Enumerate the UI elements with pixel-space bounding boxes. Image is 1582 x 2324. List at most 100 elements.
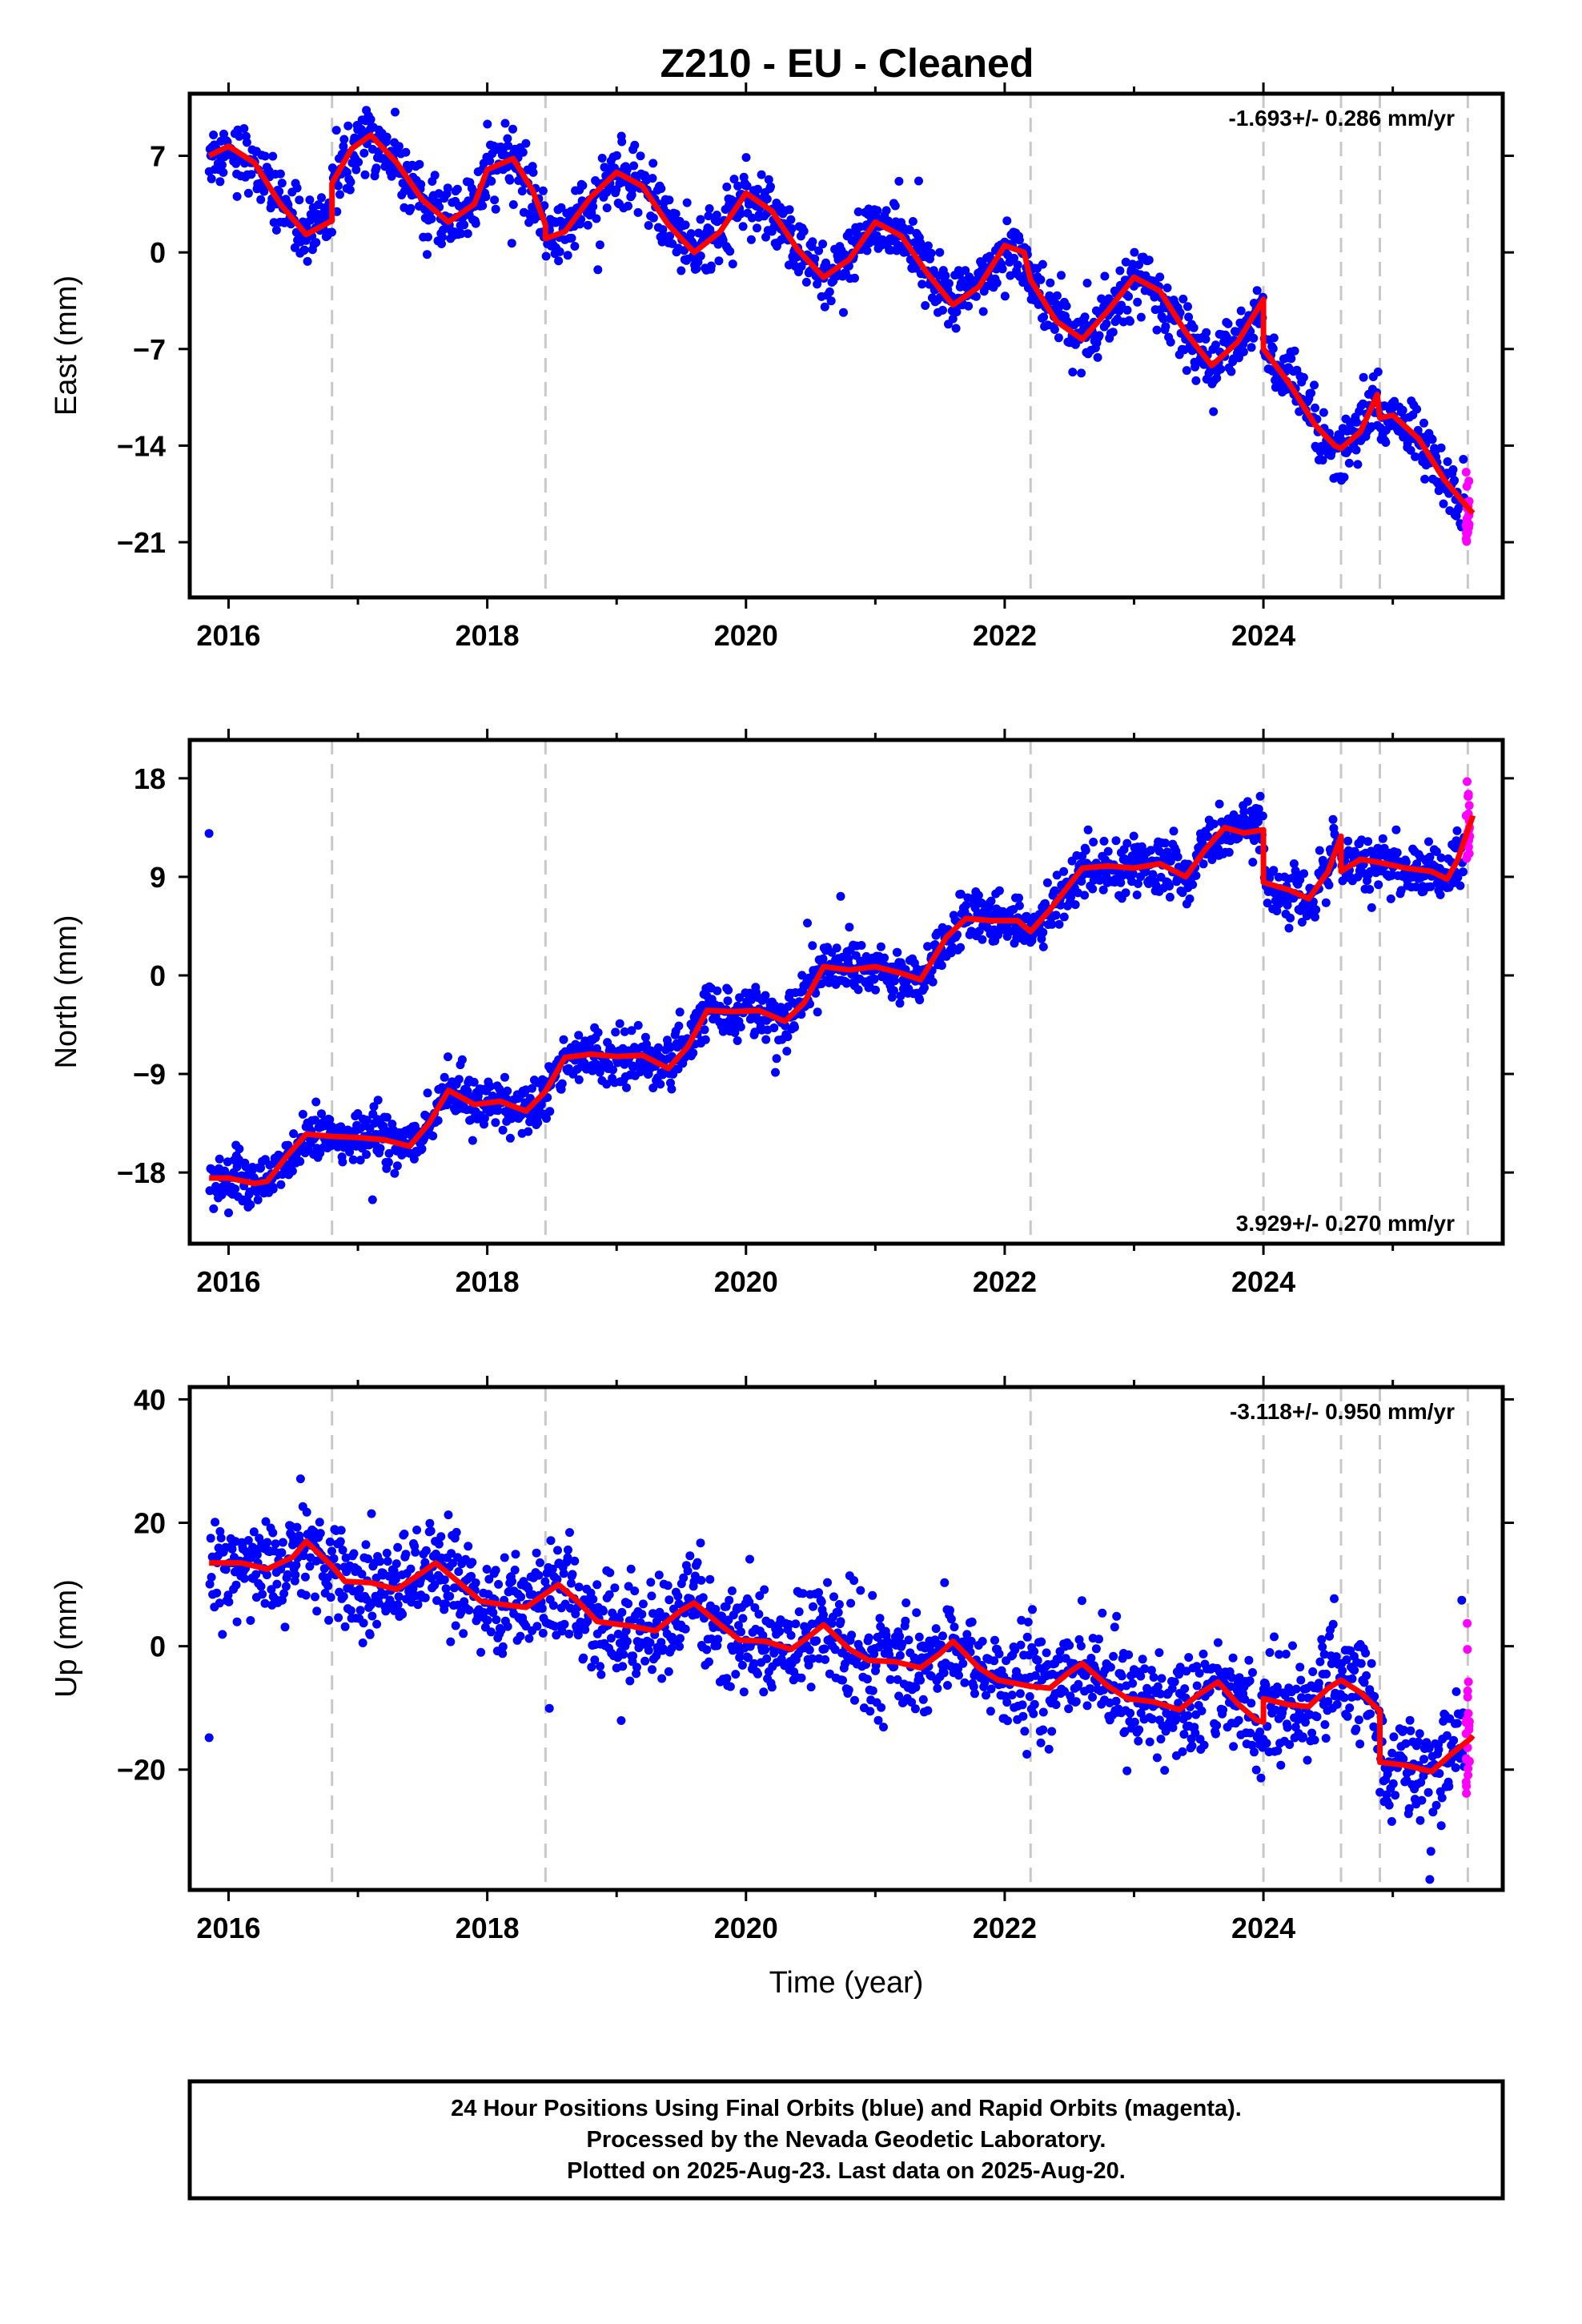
up-final-point — [579, 1653, 588, 1663]
up-final-point — [1244, 1655, 1254, 1665]
east-final-point — [777, 235, 786, 244]
east-final-point — [742, 181, 752, 191]
up-final-point — [295, 1474, 305, 1484]
up-final-point — [846, 1598, 856, 1608]
north-final-point — [1401, 858, 1411, 867]
east-final-point — [595, 240, 604, 250]
up-final-point — [1303, 1755, 1312, 1765]
up-final-point — [1071, 1697, 1081, 1707]
up-final-point — [338, 1546, 347, 1555]
east-final-point — [592, 214, 601, 223]
north-final-point — [574, 1075, 584, 1084]
up-final-point — [590, 1655, 600, 1665]
up-final-point — [560, 1619, 569, 1629]
up-final-point — [367, 1509, 376, 1518]
up-final-point — [311, 1592, 319, 1602]
east-final-point — [508, 124, 517, 134]
up-final-point — [544, 1703, 554, 1713]
north-final-point — [1365, 885, 1375, 894]
north-rapid-point — [1464, 801, 1474, 810]
north-final-point — [640, 1032, 650, 1042]
up-final-point — [737, 1660, 747, 1670]
east-final-point — [1039, 312, 1049, 322]
up-final-point — [1140, 1664, 1150, 1674]
east-final-point — [1398, 405, 1407, 415]
north-final-point — [1374, 880, 1383, 890]
north-final-point — [454, 1075, 464, 1084]
east-final-point — [839, 308, 848, 317]
north-final-point — [1239, 807, 1249, 816]
east-final-point — [471, 219, 480, 228]
east-final-point — [1062, 301, 1071, 311]
up-final-point — [1130, 1717, 1139, 1727]
up-final-point — [864, 1633, 873, 1642]
east-final-point — [890, 201, 900, 211]
east-final-point — [597, 154, 607, 163]
up-final-point — [588, 1594, 598, 1604]
north-final-point — [382, 1112, 391, 1122]
up-final-point — [246, 1616, 255, 1625]
east-final-point — [764, 175, 773, 184]
up-final-point — [885, 1675, 895, 1684]
up-final-point — [877, 1703, 886, 1712]
north-final-point — [889, 976, 899, 986]
up-final-point — [1091, 1644, 1101, 1654]
north-final-point — [498, 1125, 508, 1135]
up-final-point — [962, 1630, 972, 1639]
up-final-point — [970, 1689, 979, 1699]
up-final-point — [206, 1534, 215, 1543]
up-final-point — [372, 1619, 382, 1629]
east-final-point — [921, 301, 930, 310]
north-final-point — [1169, 826, 1178, 836]
up-final-point — [536, 1558, 544, 1567]
east-final-point — [948, 314, 958, 324]
north-final-point — [783, 1032, 793, 1042]
up-final-point — [205, 1579, 215, 1589]
north-final-point — [1059, 912, 1069, 922]
east-final-point — [342, 167, 351, 177]
east-final-point — [814, 246, 824, 255]
north-final-point — [1014, 901, 1024, 911]
up-final-point — [1138, 1655, 1147, 1664]
east-final-point — [463, 229, 472, 239]
east-final-point — [923, 241, 933, 251]
up-final-point — [1213, 1638, 1223, 1647]
up-final-point — [292, 1522, 302, 1532]
up-final-point — [847, 1630, 857, 1640]
up-final-point — [482, 1565, 492, 1574]
up-final-point — [817, 1597, 826, 1606]
east-final-point — [354, 158, 363, 167]
up-final-point — [393, 1600, 403, 1610]
up-final-point — [647, 1591, 656, 1601]
north-y-tick-label: 0 — [150, 959, 166, 992]
up-final-point — [707, 1634, 717, 1643]
up-final-point — [421, 1546, 431, 1555]
up-final-point — [483, 1615, 492, 1625]
north-final-point — [928, 977, 938, 987]
north-final-point — [1059, 866, 1069, 876]
east-final-point — [215, 177, 225, 187]
north-final-point — [433, 1116, 443, 1125]
east-final-point — [696, 251, 705, 261]
up-final-point — [1112, 1611, 1122, 1621]
north-final-point — [503, 1086, 512, 1096]
up-final-point — [251, 1570, 261, 1579]
up-final-point — [279, 1589, 289, 1598]
north-final-point — [1297, 918, 1307, 927]
east-final-point — [757, 170, 766, 179]
east-final-point — [1216, 364, 1226, 374]
up-final-point — [806, 1683, 816, 1692]
east-points — [204, 94, 1474, 546]
north-final-point — [375, 1144, 385, 1153]
east-final-point — [881, 206, 891, 215]
east-final-point — [894, 176, 904, 186]
up-final-point — [510, 1566, 520, 1574]
east-final-point — [753, 184, 762, 194]
up-final-point — [606, 1634, 616, 1643]
up-final-point — [646, 1578, 656, 1587]
east-final-point — [570, 242, 580, 251]
north-final-point — [480, 1114, 489, 1123]
up-final-point — [833, 1608, 843, 1617]
east-final-point — [1155, 272, 1165, 282]
east-final-point — [207, 174, 216, 183]
